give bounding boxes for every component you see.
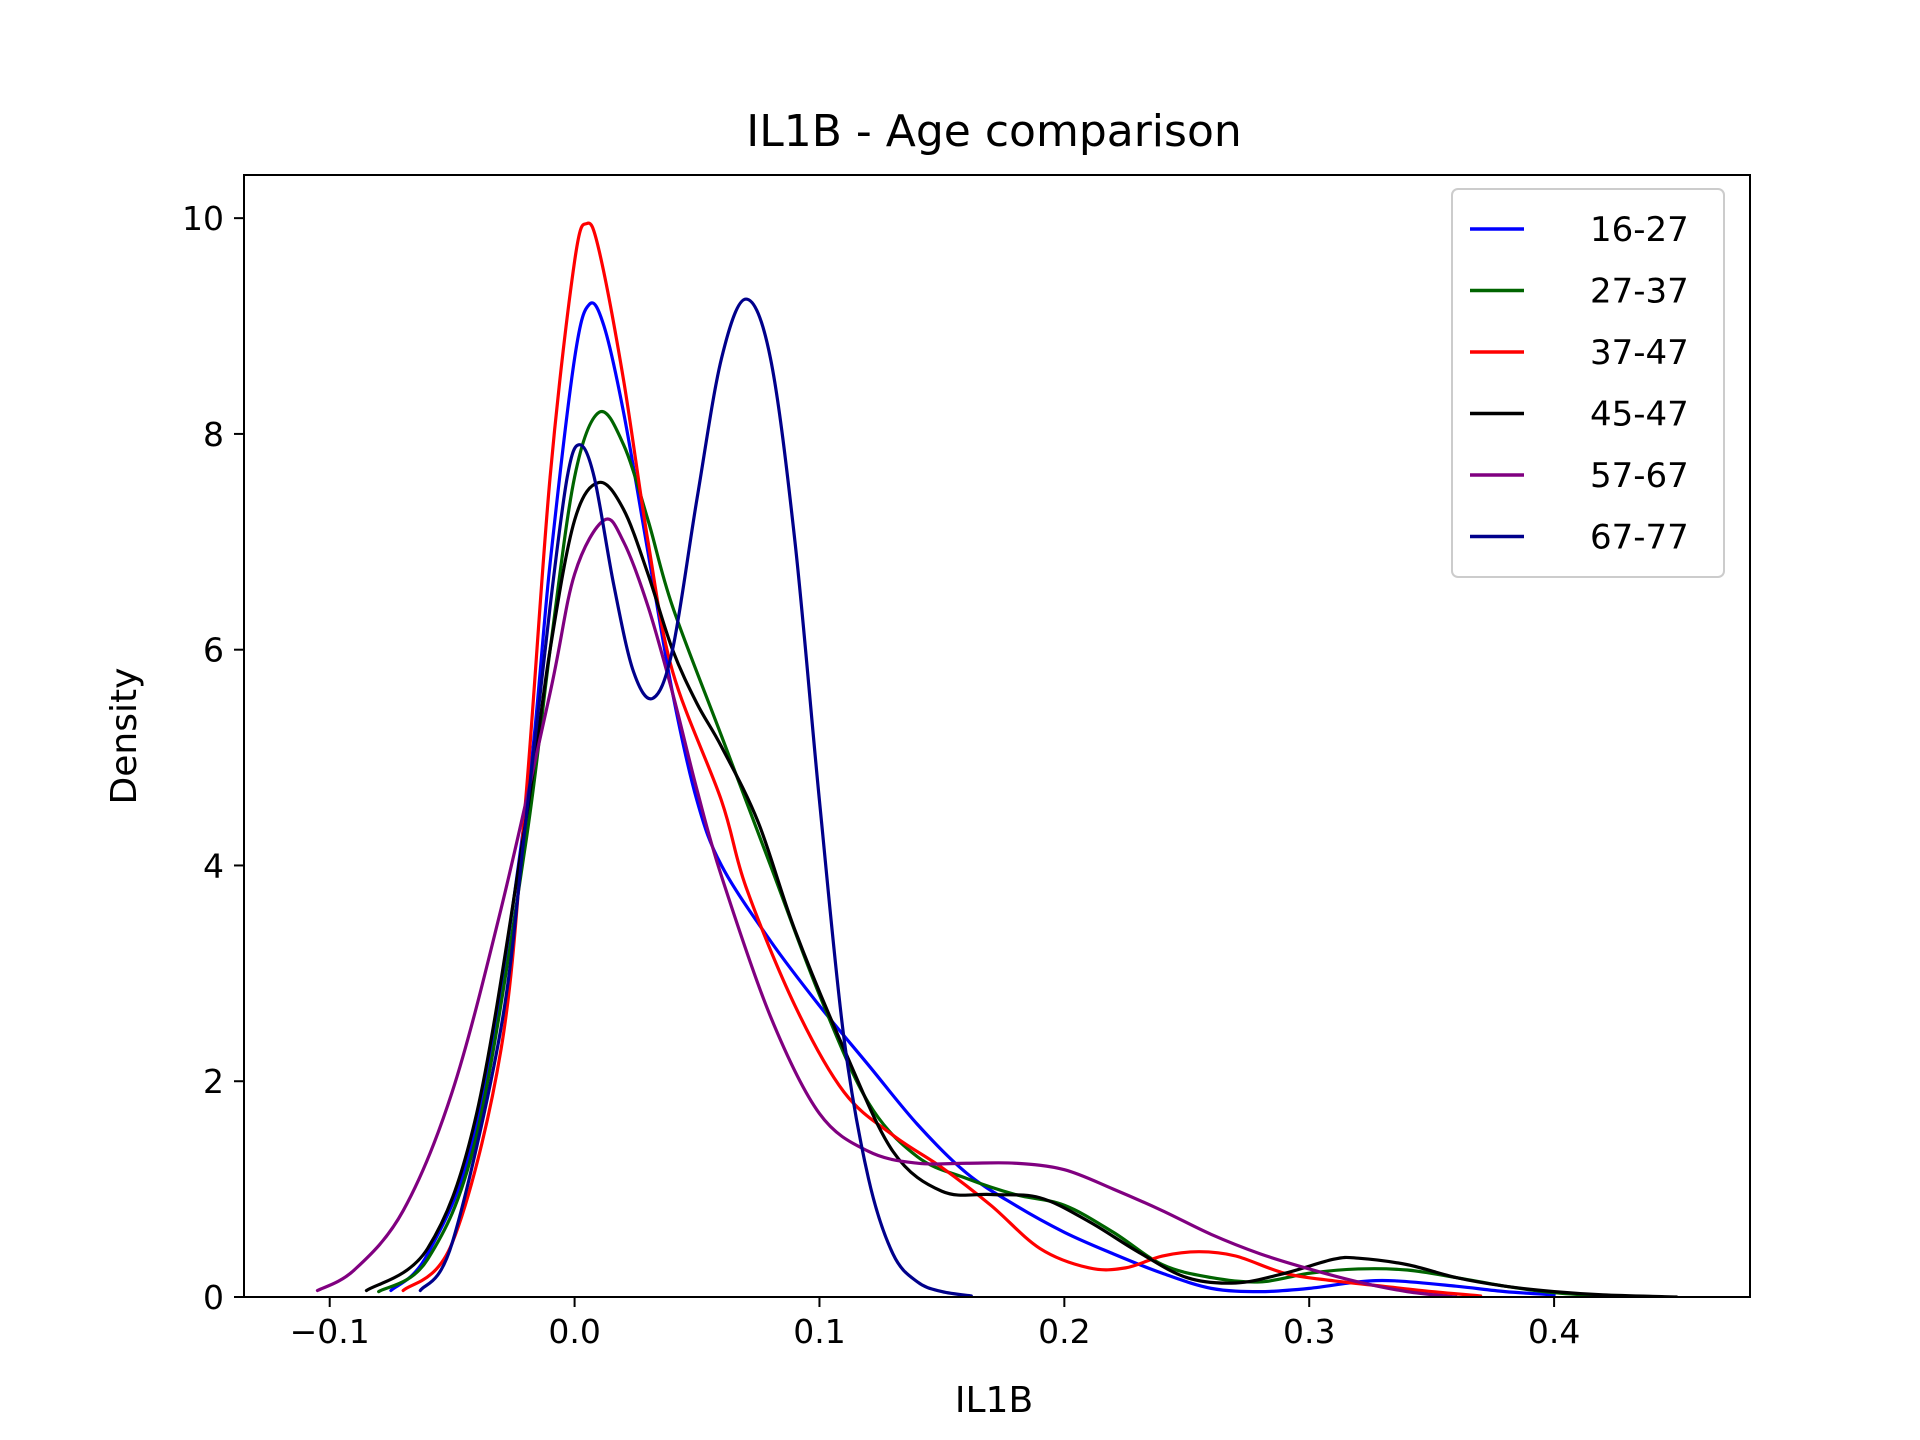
x-tick-label: 0.1 [793,1312,845,1351]
legend-label: 57-67 [1590,456,1689,496]
series-group [315,221,1679,1297]
x-tick-label: 0.4 [1528,1312,1580,1351]
y-tick-label: 6 [203,631,224,670]
legend-label: 67-77 [1590,518,1689,558]
legend-frame [1451,188,1725,578]
legend-label: 45-47 [1590,395,1689,435]
y-axis-label: Density [104,668,145,805]
y-tick-label: 4 [203,846,224,885]
y-tick-label: 8 [203,415,224,454]
x-tick-label: 0.2 [1038,1312,1090,1351]
legend-label: 37-47 [1590,333,1689,373]
series-line-67-77 [418,297,973,1297]
y-tick-label: 2 [203,1062,224,1101]
plot-frame [243,174,1751,1298]
y-axis: 0 2 4 6 8 10 [182,199,244,1317]
y-tick-label: 10 [182,199,224,238]
y-tick-label: 0 [203,1278,224,1317]
x-axis: −0.1 0.0 0.1 0.2 0.3 0.4 [290,1297,1580,1351]
x-tick-label: 0.0 [548,1312,600,1351]
legend-label: 16-27 [1590,210,1689,250]
series-line-16-27 [389,301,1556,1297]
x-tick-label: −0.1 [290,1312,370,1351]
x-tick-label: 0.3 [1283,1312,1335,1351]
series-line-57-67 [315,517,1458,1297]
legend: 16-27 27-37 37-47 45-47 57-67 67-77 [1451,188,1725,578]
x-axis-label: IL1B [955,1380,1033,1421]
legend-label: 27-37 [1590,272,1689,312]
chart-title: IL1B - Age comparison [746,106,1242,157]
series-line-37-47 [401,221,1483,1297]
